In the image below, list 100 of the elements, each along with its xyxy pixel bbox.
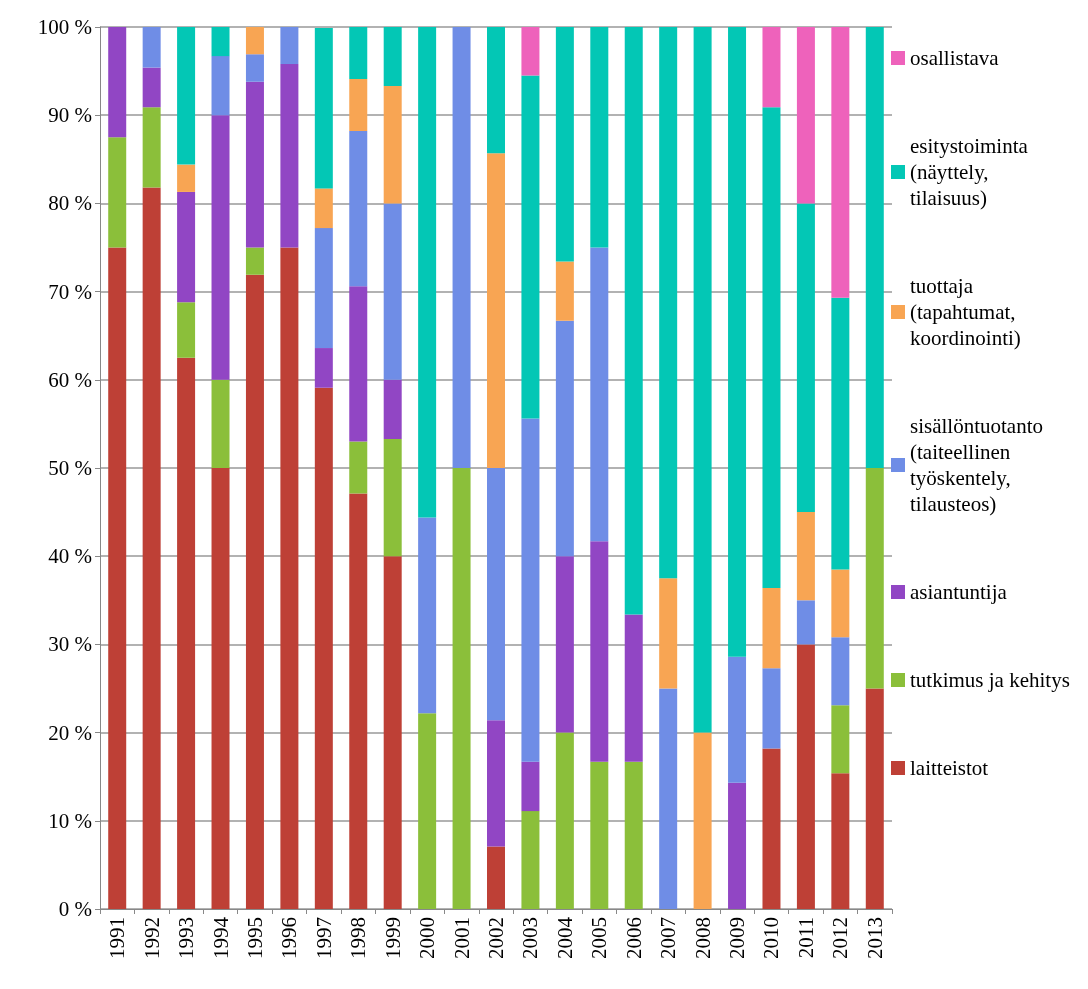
bar <box>659 688 678 909</box>
bar <box>142 187 161 909</box>
bar <box>762 27 781 108</box>
bar <box>487 846 505 909</box>
bar <box>555 556 574 733</box>
x-tick-label: 2011 <box>793 917 818 959</box>
x-tick-label: 2000 <box>415 917 440 959</box>
bar <box>865 688 884 909</box>
bar <box>762 107 781 588</box>
bar <box>349 493 368 909</box>
x-tick-label: 1995 <box>242 917 267 959</box>
bar <box>796 600 815 645</box>
x-tick-label: 1993 <box>174 917 199 959</box>
x-tick-label: 2004 <box>552 916 577 959</box>
bar <box>831 773 850 909</box>
bar <box>487 153 505 468</box>
bar <box>314 27 333 189</box>
bar <box>280 64 299 248</box>
bar <box>521 75 540 419</box>
bar <box>590 541 609 762</box>
bar <box>624 27 643 615</box>
bar <box>211 56 230 116</box>
bar <box>831 569 850 638</box>
bar <box>865 27 884 468</box>
bar <box>349 286 368 442</box>
bar <box>590 247 609 542</box>
bar <box>177 164 196 192</box>
bar <box>349 441 368 494</box>
bar <box>211 468 230 909</box>
bar <box>693 27 712 733</box>
legend-label: sisällöntuotanto (taiteellinen työskentely, tilausteos) <box>910 414 1049 516</box>
bar <box>211 379 230 468</box>
y-tick-label: 20 % <box>48 720 92 745</box>
bar <box>177 302 196 358</box>
x-tick-label: 2001 <box>449 917 474 959</box>
x-tick-label: 1998 <box>346 917 371 959</box>
bar <box>108 137 127 248</box>
bar <box>555 261 574 321</box>
bar <box>487 720 505 847</box>
bar <box>383 27 402 87</box>
legend-label: esitystoiminta (näyttely, tilaisuus) <box>910 134 1034 210</box>
bar <box>108 247 127 909</box>
bar <box>245 54 264 82</box>
x-tick-label: 2008 <box>690 917 715 959</box>
legend-label: laitteistot <box>910 756 989 780</box>
legend-label: tutkimus ja kehitys <box>910 668 1070 692</box>
x-tick-label: 1997 <box>311 917 336 959</box>
bar <box>314 348 333 388</box>
bar <box>624 614 643 762</box>
bar <box>521 418 540 762</box>
bar <box>418 517 437 714</box>
bar <box>211 115 230 380</box>
y-tick-label: 80 % <box>48 191 92 216</box>
bar <box>521 761 540 812</box>
x-tick-label: 1994 <box>208 916 233 959</box>
bar <box>728 27 747 657</box>
x-tick-label: 2006 <box>621 917 646 959</box>
legend-label: tuottaja (tapahtumat, koordinointi) <box>910 274 1021 350</box>
bar <box>418 713 437 909</box>
bar <box>177 191 196 303</box>
bar <box>831 297 850 570</box>
bar <box>590 27 609 248</box>
bar <box>245 247 264 275</box>
bar <box>177 357 196 909</box>
bar <box>108 27 127 138</box>
bar <box>383 203 402 380</box>
bar <box>487 468 505 721</box>
x-tick-label: 2002 <box>484 917 508 959</box>
bar <box>865 468 884 689</box>
x-tick-label: 2013 <box>862 917 887 959</box>
y-tick-label: 10 % <box>48 808 92 833</box>
bar <box>142 107 161 188</box>
y-tick-label: 90 % <box>48 103 92 128</box>
x-tick-label: 2009 <box>725 917 750 959</box>
legend-label: asiantuntija <box>910 580 1008 604</box>
bar <box>142 27 161 68</box>
legend-label: osallistava <box>910 46 1000 70</box>
bar <box>177 27 196 165</box>
x-tick-label: 2010 <box>759 917 784 959</box>
bar <box>383 86 402 204</box>
bar <box>452 27 471 468</box>
x-tick-label: 2003 <box>518 917 543 959</box>
x-tick-label: 1999 <box>380 917 405 959</box>
bar <box>245 274 264 909</box>
bar <box>796 512 815 601</box>
bar <box>796 644 815 909</box>
y-tick-label: 70 % <box>48 279 92 304</box>
bar <box>796 27 815 204</box>
bar <box>383 438 402 557</box>
y-tick-label: 100 % <box>37 15 92 39</box>
bar <box>624 761 643 909</box>
bar <box>452 468 471 909</box>
bar <box>831 637 850 706</box>
bar <box>762 587 781 669</box>
bar <box>142 67 161 108</box>
x-tick-label: 2012 <box>828 917 853 959</box>
x-tick-label: 1996 <box>277 917 302 959</box>
bar <box>555 732 574 909</box>
bar <box>245 27 264 55</box>
x-tick-label: 2007 <box>656 917 681 959</box>
